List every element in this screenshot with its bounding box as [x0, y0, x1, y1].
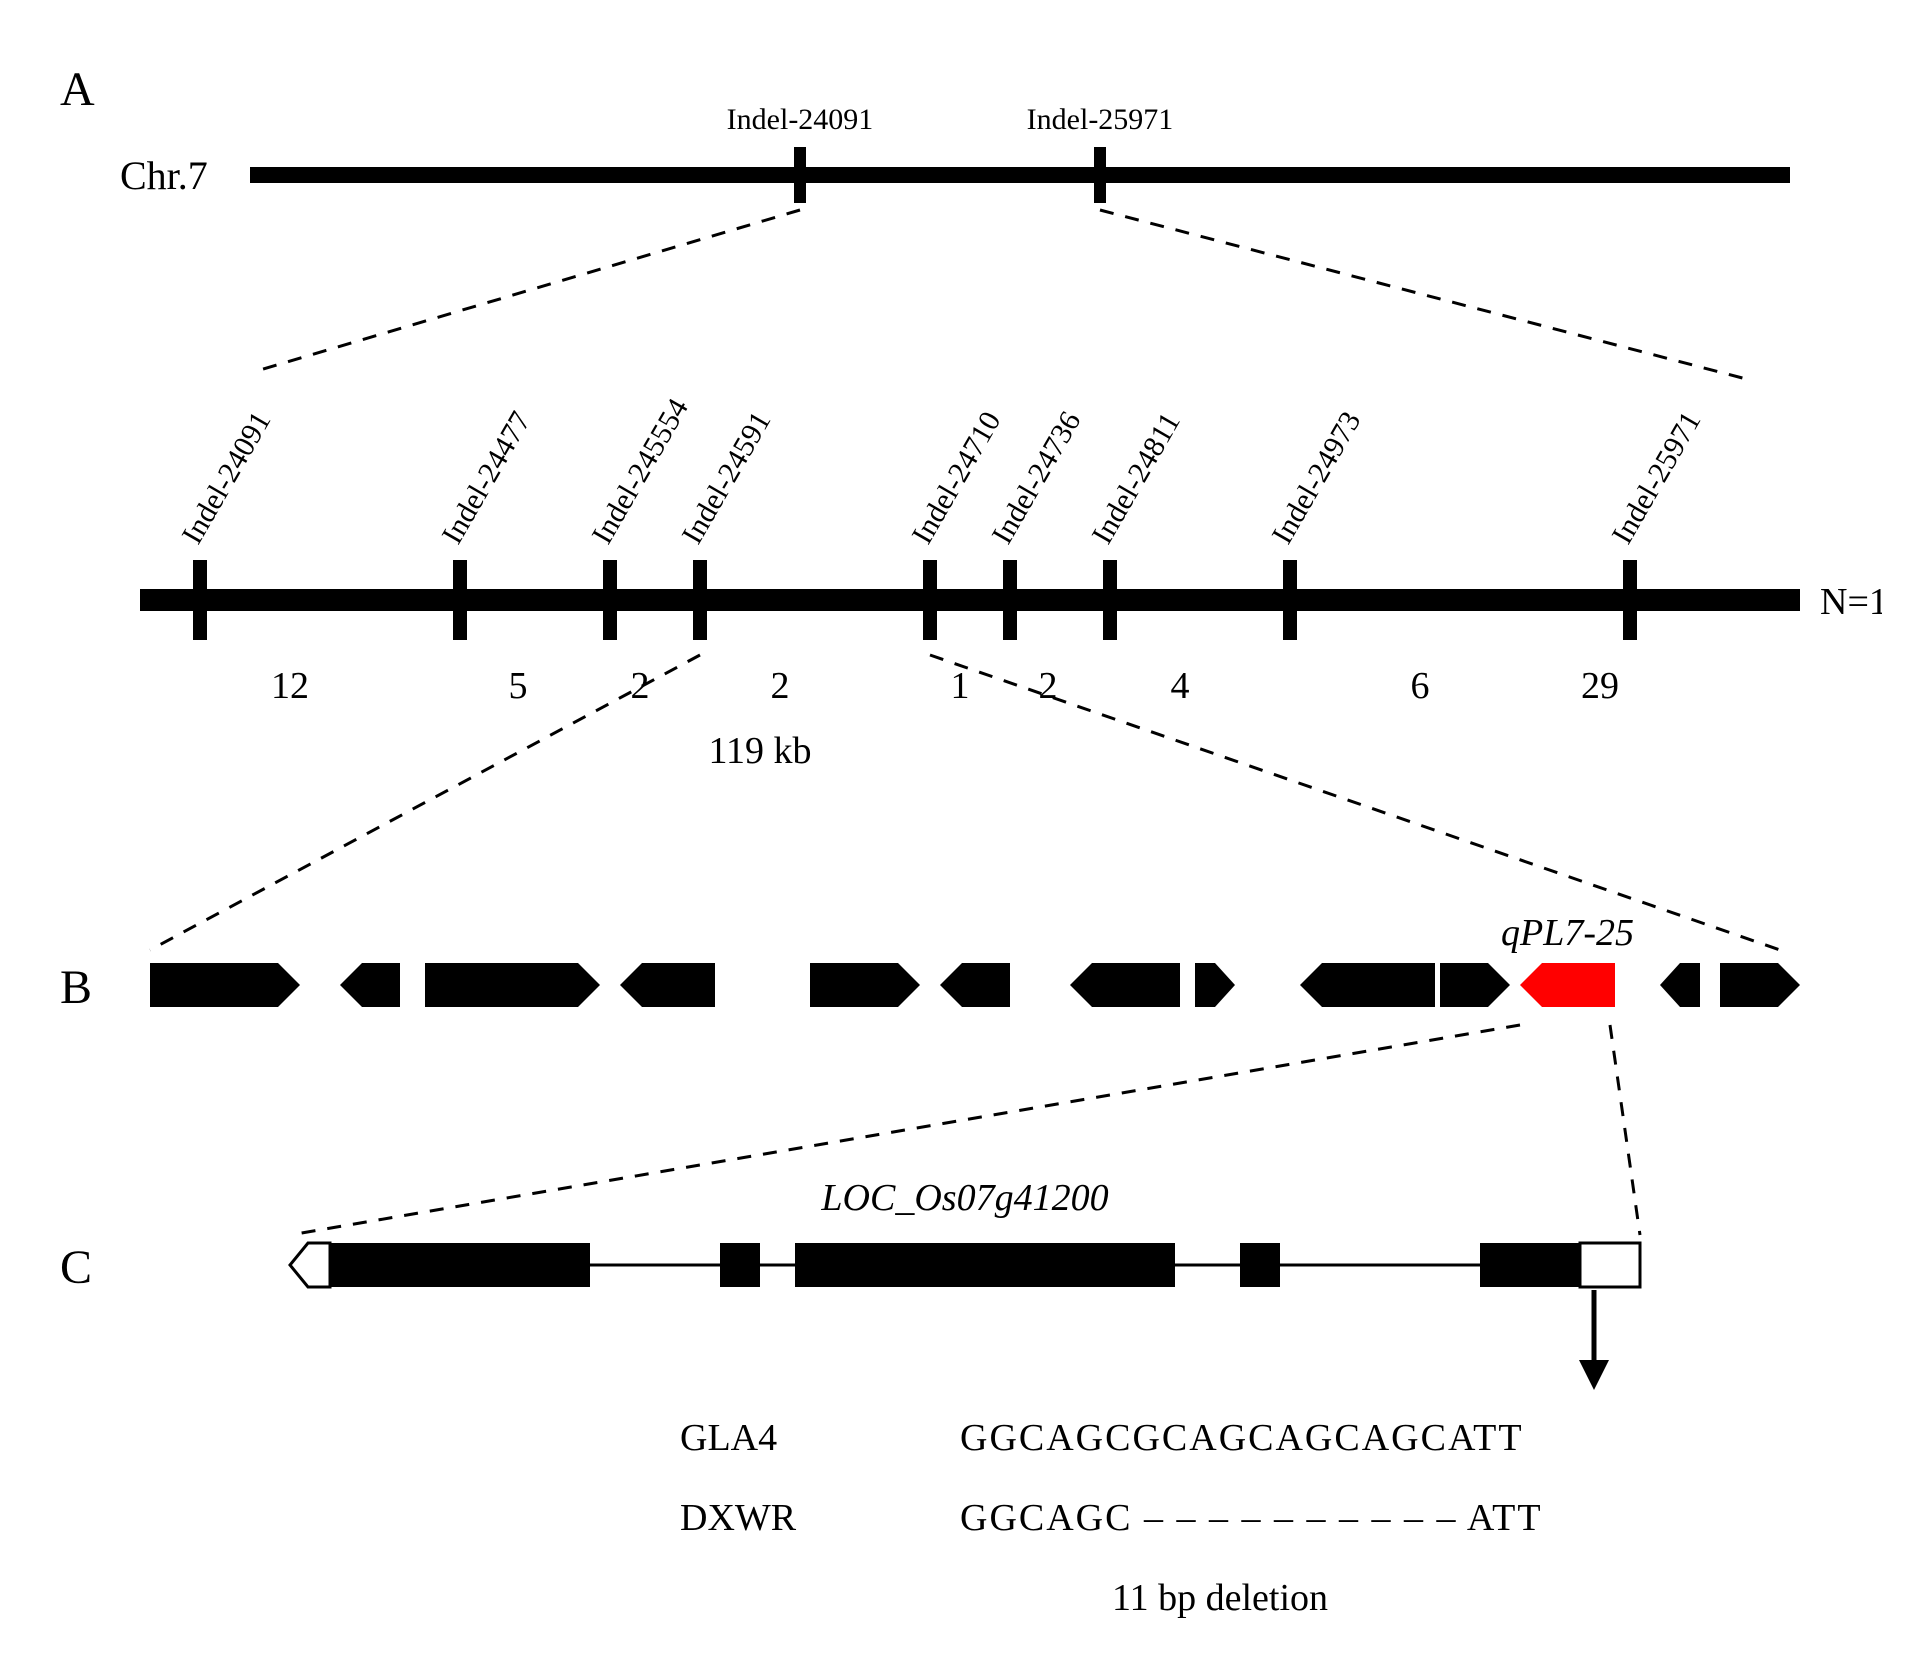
deletion-label: 11 bp deletion	[1112, 1577, 1328, 1619]
recombinant-count: 2	[1039, 665, 1058, 707]
panel-b-label: B	[60, 961, 92, 1014]
seq-label-dxwr: DXWR	[680, 1497, 797, 1539]
recombinant-count: 5	[509, 665, 528, 707]
interval-size: 119 kb	[708, 730, 811, 772]
recombinant-count: 2	[631, 665, 650, 707]
qtl-label: qPL7-25	[1501, 912, 1634, 954]
panel-a-label: A	[60, 63, 95, 116]
panel-c-label: C	[60, 1241, 92, 1294]
chromosome-label: Chr.7	[120, 153, 208, 198]
gene-mapping-diagram: A Chr.7 Indel-24091 Indel-25971 N=1800 Indel-…	[40, 40, 1882, 1634]
fine-map-marker-label: Indel-24811	[1085, 407, 1186, 550]
fine-map-marker-label: Indel-24091	[175, 406, 277, 549]
locus-name: LOC_Os07g41200	[820, 1177, 1108, 1219]
recombinant-count: 6	[1411, 665, 1430, 707]
fine-map-marker-label: Indel-24477	[435, 406, 537, 549]
chromosome-bar	[250, 167, 1790, 183]
seq-gla4: GGCAGCGCAGCAGCAGCATT	[960, 1417, 1524, 1459]
seq-dxwr: GGCAGC – – – – – – – – – – ATT	[960, 1497, 1543, 1539]
top-marker-label: Indel-25971	[1027, 103, 1174, 136]
fine-map-marker-label: Indel-24591	[675, 406, 777, 549]
recombinant-count: 1	[951, 665, 970, 707]
recombinant-count: 12	[271, 665, 309, 707]
recombinant-count: 29	[1581, 665, 1619, 707]
recombinant-count: 4	[1171, 665, 1190, 707]
top-marker-label: Indel-24091	[727, 103, 874, 136]
fine-map-marker-label: Indel-24973	[1265, 406, 1367, 549]
fine-map-bar	[140, 589, 1800, 611]
recombinant-count: 2	[771, 665, 790, 707]
fine-map-marker-label: Indel-25971	[1605, 406, 1707, 549]
population-size: N=1800	[1820, 581, 1882, 623]
seq-label-gla4: GLA4	[680, 1417, 777, 1459]
